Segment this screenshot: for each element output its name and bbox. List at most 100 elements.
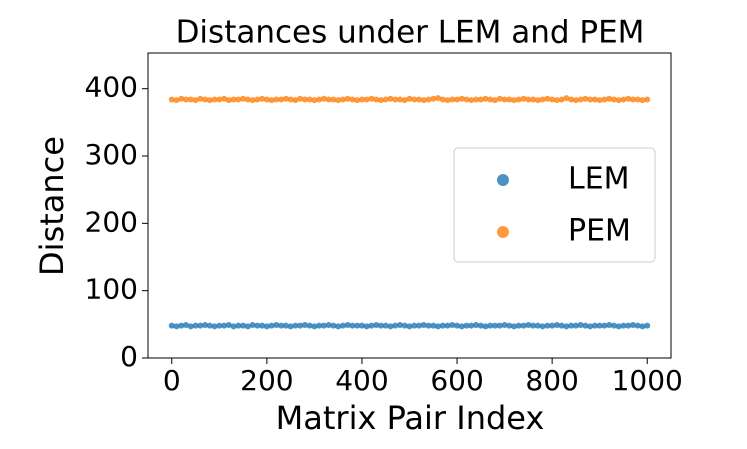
- point: [539, 96, 546, 103]
- point: [349, 96, 356, 103]
- point: [211, 96, 218, 103]
- point: [339, 96, 346, 103]
- point: [358, 96, 365, 103]
- legend-label: LEM: [568, 162, 630, 197]
- point: [197, 95, 204, 102]
- point: [553, 322, 560, 329]
- point: [587, 96, 594, 103]
- point: [396, 96, 403, 103]
- point: [368, 95, 375, 102]
- point: [202, 322, 209, 329]
- point: [363, 323, 370, 330]
- point: [444, 97, 451, 104]
- x-tick-label: 1000: [612, 364, 683, 397]
- point: [301, 96, 308, 103]
- point: [240, 322, 247, 329]
- point: [411, 96, 418, 103]
- point: [430, 322, 437, 329]
- point: [458, 323, 465, 330]
- point: [373, 96, 380, 103]
- point: [482, 323, 489, 330]
- point: [178, 95, 185, 102]
- point: [591, 322, 598, 329]
- point: [396, 322, 403, 329]
- point: [192, 322, 199, 329]
- point: [615, 97, 622, 104]
- point: [473, 322, 480, 329]
- point: [263, 323, 270, 330]
- point: [273, 96, 280, 103]
- point: [496, 95, 503, 102]
- point: [606, 322, 613, 329]
- point: [292, 97, 299, 104]
- point: [487, 322, 494, 329]
- point: [610, 322, 617, 329]
- point: [558, 322, 565, 329]
- point: [216, 96, 223, 103]
- point: [492, 97, 499, 104]
- point: [235, 96, 242, 103]
- point: [301, 322, 308, 329]
- point: [468, 322, 475, 329]
- point: [520, 95, 527, 102]
- point: [625, 95, 632, 102]
- point: [553, 97, 560, 104]
- point: [563, 95, 570, 102]
- point: [568, 96, 575, 103]
- point: [282, 322, 289, 329]
- point: [206, 322, 213, 329]
- point: [221, 95, 228, 102]
- point: [458, 95, 465, 102]
- point: [268, 97, 275, 104]
- point: [259, 95, 266, 102]
- point: [392, 96, 399, 103]
- point: [354, 97, 361, 104]
- y-tick-label: 0: [120, 340, 138, 373]
- point: [582, 322, 589, 329]
- point: [463, 96, 470, 103]
- point: [644, 96, 651, 103]
- point: [463, 322, 470, 329]
- point: [358, 322, 365, 329]
- point: [582, 95, 589, 102]
- point: [330, 322, 337, 329]
- point: [525, 322, 532, 329]
- point: [197, 322, 204, 329]
- point: [316, 322, 323, 329]
- y-tick-label: 300: [85, 138, 138, 171]
- point: [406, 95, 413, 102]
- point: [377, 322, 384, 329]
- point: [539, 323, 546, 330]
- point: [335, 97, 342, 104]
- point: [454, 96, 461, 103]
- point: [620, 322, 627, 329]
- point: [416, 96, 423, 103]
- point: [549, 322, 556, 329]
- point: [525, 96, 532, 103]
- point: [377, 97, 384, 104]
- point: [596, 97, 603, 104]
- point: [501, 96, 508, 103]
- point: [311, 97, 318, 104]
- point: [373, 322, 380, 329]
- point: [420, 322, 427, 329]
- point: [420, 97, 427, 104]
- x-axis-label: Matrix Pair Index: [276, 399, 545, 437]
- point: [339, 322, 346, 329]
- point: [202, 96, 209, 103]
- point: [240, 95, 247, 102]
- point: [587, 323, 594, 330]
- point: [382, 322, 389, 329]
- point: [577, 322, 584, 329]
- point: [244, 323, 251, 330]
- point: [454, 322, 461, 329]
- point: [344, 322, 351, 329]
- point: [482, 95, 489, 102]
- point: [287, 96, 294, 103]
- y-tick-label: 400: [85, 71, 138, 104]
- point: [282, 95, 289, 102]
- point: [439, 322, 446, 329]
- point: [568, 322, 575, 329]
- point: [382, 96, 389, 103]
- point: [230, 323, 237, 330]
